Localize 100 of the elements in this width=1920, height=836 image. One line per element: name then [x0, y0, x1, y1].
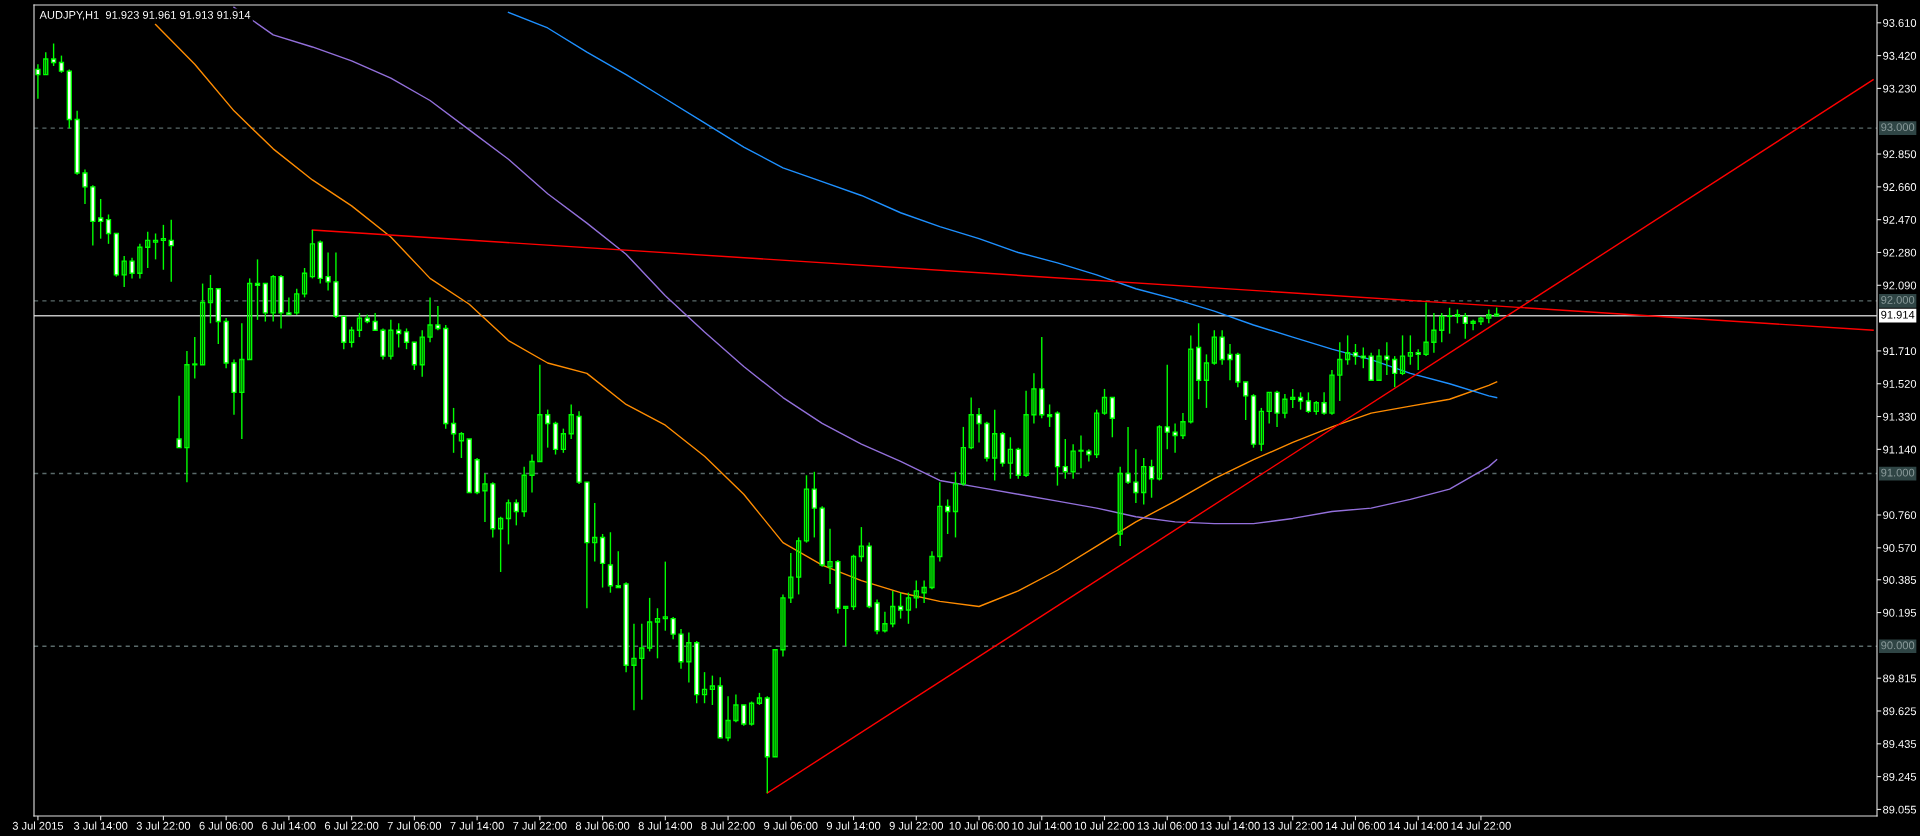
- candlestick: [411, 341, 418, 371]
- candlestick: [403, 327, 410, 350]
- y-tick-label: 92.280: [1883, 248, 1917, 257]
- candlestick: [1305, 391, 1312, 414]
- candlestick: [858, 526, 865, 563]
- candlestick: [497, 516, 504, 573]
- candlestick: [748, 700, 755, 727]
- candlestick: [1203, 353, 1210, 409]
- y-tick-label: 92.660: [1883, 183, 1917, 191]
- candlestick: [396, 322, 402, 349]
- candlestick: [1258, 407, 1265, 452]
- y-tick-label: 89.815: [1883, 674, 1917, 683]
- candlestick: [1211, 329, 1217, 366]
- candlestick: [1407, 334, 1414, 366]
- ref-line-label: 90.000: [1881, 641, 1915, 650]
- candlestick: [921, 579, 927, 604]
- candlestick: [686, 631, 692, 684]
- x-tick-label: 8 Jul 06:00: [575, 821, 630, 830]
- candlestick: [82, 168, 88, 205]
- y-tick-label: 90.570: [1883, 544, 1917, 552]
- x-tick-label: 10 Jul 22:00: [1075, 821, 1135, 830]
- candlestick: [309, 229, 316, 280]
- candlestick: [105, 213, 112, 245]
- y-tick-label: 91.330: [1883, 412, 1917, 421]
- y-tick-label: 93.610: [1883, 19, 1917, 27]
- candlestick: [937, 481, 943, 563]
- candlestick: [1031, 372, 1037, 425]
- candlestick: [968, 396, 974, 451]
- candlestick: [458, 431, 465, 459]
- line-series: [507, 11, 1498, 399]
- candlestick: [43, 51, 49, 76]
- candlestick: [98, 198, 104, 240]
- candlestick: [1172, 422, 1178, 454]
- candlestick: [168, 218, 174, 283]
- candlestick: [631, 623, 637, 711]
- candlestick: [207, 274, 214, 324]
- candlestick: [1399, 334, 1406, 376]
- candlestick: [662, 560, 668, 632]
- x-tick-label: 10 Jul 14:00: [1012, 821, 1072, 830]
- candlestick: [1423, 301, 1429, 357]
- x-tick-label: 13 Jul 06:00: [1137, 821, 1198, 830]
- candlestick: [1321, 391, 1327, 416]
- x-tick-label: 3 Jul 14:00: [73, 821, 128, 830]
- candlestick: [1148, 459, 1155, 499]
- candlestick: [811, 471, 817, 539]
- candlestick: [1180, 412, 1186, 440]
- candlestick: [199, 282, 206, 366]
- candlestick: [615, 550, 621, 589]
- y-tick-label: 93.230: [1883, 84, 1917, 93]
- x-tick-label: 6 Jul 22:00: [325, 821, 379, 830]
- y-tick-label: 90.760: [1883, 511, 1917, 520]
- candlestick: [1070, 443, 1076, 480]
- candlestick: [1360, 346, 1366, 369]
- ref-line-label: 91.914: [1881, 310, 1915, 319]
- candlestick: [905, 592, 912, 625]
- candlestick: [733, 693, 739, 723]
- candlestick: [952, 471, 959, 539]
- candlestick: [1352, 343, 1359, 366]
- y-tick-label: 92.850: [1883, 150, 1917, 159]
- candlestick: [521, 465, 527, 518]
- candlestick: [803, 474, 810, 544]
- candlestick: [1439, 312, 1445, 343]
- candlestick: [788, 552, 794, 604]
- candlestick: [1046, 403, 1053, 428]
- candlestick: [882, 611, 888, 634]
- x-tick-label: 8 Jul 22:00: [701, 821, 755, 830]
- y-tick-label: 89.435: [1883, 740, 1917, 748]
- candlestick: [1156, 424, 1163, 482]
- candlestick: [945, 498, 951, 535]
- candlestick: [639, 623, 645, 701]
- x-tick-label: 6 Jul 06:00: [199, 821, 253, 830]
- candlestick: [741, 704, 747, 727]
- line-series: [154, 23, 1498, 608]
- candlestick: [348, 326, 355, 349]
- candlestick: [850, 554, 857, 611]
- candlestick: [890, 590, 896, 628]
- candlestick: [827, 528, 833, 585]
- candlestick: [482, 472, 488, 523]
- candlestick: [35, 63, 41, 100]
- candlestick: [1329, 369, 1335, 416]
- candlestick: [1470, 319, 1476, 331]
- x-tick-label: 6 Jul 14:00: [262, 821, 316, 830]
- y-tick-label: 90.195: [1883, 608, 1917, 617]
- candlestick: [129, 256, 135, 280]
- y-tick-label: 92.090: [1883, 281, 1917, 290]
- candlestick: [709, 674, 716, 706]
- x-tick-label: 14 Jul 22:00: [1451, 821, 1511, 830]
- x-tick-label: 7 Jul 22:00: [513, 821, 567, 830]
- candlestick: [1133, 448, 1139, 504]
- candlestick: [1094, 408, 1100, 459]
- ref-line-label: 92.000: [1881, 295, 1915, 304]
- candlestick: [670, 616, 676, 641]
- candlestick: [1392, 355, 1398, 388]
- candlestick: [247, 277, 253, 361]
- candlestick: [1344, 334, 1351, 366]
- candlestick: [1337, 341, 1343, 402]
- candlestick: [184, 350, 190, 483]
- x-tick-label: 9 Jul 06:00: [764, 821, 818, 830]
- candlestick: [1078, 434, 1084, 470]
- candlestick: [1109, 396, 1116, 438]
